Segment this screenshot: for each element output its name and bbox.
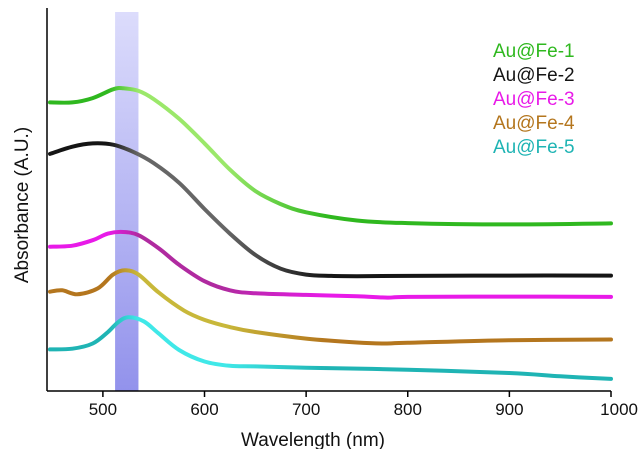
x-tick-label-500: 500 [89,400,117,419]
series-line-au-fe-1 [48,86,613,227]
y-axis-title: Absorbance (A.U.) [12,127,33,283]
series-line-au-fe-4 [48,268,613,346]
x-axis-title: Wavelength (nm) [241,430,385,449]
legend: Au@Fe-1 Au@Fe-2 Au@Fe-3 Au@Fe-4 Au@Fe-5 [493,41,575,158]
x-tick-label-1000: 1000 [600,400,638,419]
highlight-band [115,12,139,391]
series-line-au-fe-3 [48,229,613,300]
legend-label-au-fe-4: Au@Fe-4 [493,113,575,134]
legend-label-au-fe-3: Au@Fe-3 [493,89,575,110]
x-tick-label-900: 900 [495,400,523,419]
x-tick-label-700: 700 [292,400,320,419]
series-line-au-fe-5 [48,315,613,381]
legend-label-au-fe-2: Au@Fe-2 [493,65,575,86]
series-line-au-fe-2 [48,141,613,279]
x-tick-label-600: 600 [190,400,218,419]
x-tick-label-800: 800 [394,400,422,419]
legend-label-au-fe-1: Au@Fe-1 [493,41,575,62]
legend-label-au-fe-5: Au@Fe-5 [493,137,575,158]
